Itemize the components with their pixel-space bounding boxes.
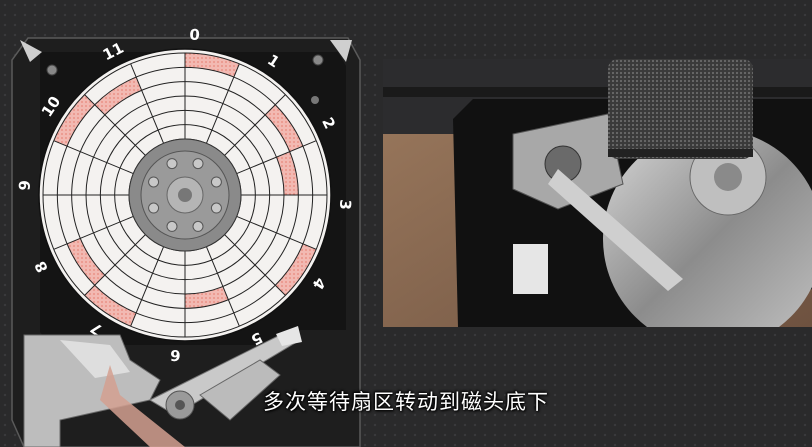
dial-number: 6 bbox=[170, 346, 181, 365]
sector-line bbox=[84, 94, 146, 156]
actuator-pivot-center bbox=[175, 400, 185, 410]
highlighted-sector bbox=[265, 104, 303, 152]
spindle-screw bbox=[210, 176, 222, 188]
highlighted-sector bbox=[94, 77, 142, 115]
screw-right bbox=[311, 96, 319, 104]
photo-label-sticker bbox=[513, 244, 548, 294]
sector-line bbox=[130, 63, 165, 144]
sector-line bbox=[205, 63, 240, 144]
spindle-screw bbox=[192, 158, 204, 170]
hdd-diagram-panel: 0 1 2 3 4 5 6 7 8 9 10 11 bbox=[0, 0, 372, 447]
highlighted-sector bbox=[53, 94, 95, 147]
actuator-arm-base bbox=[60, 340, 130, 378]
screw-top-left bbox=[46, 64, 58, 76]
spindle-screw bbox=[210, 202, 222, 214]
sector-line bbox=[224, 94, 286, 156]
highlighted-sector bbox=[275, 243, 317, 296]
dial-number: 9 bbox=[15, 180, 34, 191]
highlighted-sector bbox=[84, 285, 137, 327]
microphone-base bbox=[608, 149, 753, 157]
read-write-head bbox=[276, 326, 302, 346]
spindle-screw bbox=[192, 220, 204, 232]
sector-line bbox=[224, 234, 286, 296]
microphone bbox=[608, 59, 753, 159]
sector-line bbox=[53, 140, 134, 175]
photo-spindle-center bbox=[714, 163, 742, 191]
sector-line bbox=[205, 246, 240, 327]
subtitle-caption: 多次等待扇区转动到磁头底下 bbox=[263, 390, 549, 414]
hdd-photo bbox=[383, 59, 812, 327]
sector-line bbox=[236, 140, 317, 175]
dial-number: 3 bbox=[336, 199, 355, 210]
photo-head-arm bbox=[548, 169, 683, 291]
sector-line bbox=[236, 215, 317, 250]
sector-line bbox=[53, 215, 134, 250]
spindle-center bbox=[178, 188, 192, 202]
hdd-photo-panel bbox=[383, 59, 812, 327]
spindle-screw bbox=[166, 158, 178, 170]
screw-top-right bbox=[312, 54, 324, 66]
dial-number: 0 bbox=[189, 25, 200, 44]
highlighted-sector bbox=[276, 151, 299, 195]
highlighted-sector bbox=[67, 238, 105, 286]
shelf-edge bbox=[383, 87, 812, 97]
platter bbox=[38, 48, 332, 342]
sector-line bbox=[130, 246, 165, 327]
head-suspension bbox=[199, 359, 281, 421]
sector-line bbox=[84, 234, 146, 296]
spindle-screw bbox=[148, 202, 160, 214]
spindle-screw bbox=[148, 176, 160, 188]
corner-tab-top-right bbox=[330, 40, 352, 62]
corner-tab-top-left bbox=[20, 40, 42, 62]
flex-cable bbox=[100, 365, 185, 447]
spindle-screw bbox=[166, 220, 178, 232]
highlighted-sector bbox=[185, 286, 229, 309]
